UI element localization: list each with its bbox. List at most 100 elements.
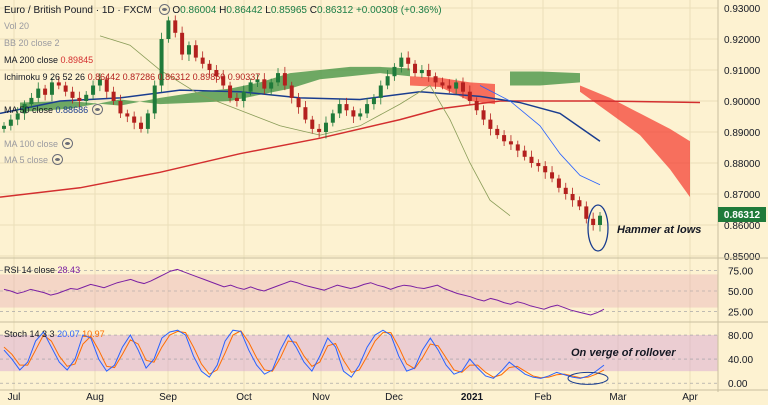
hammer-annotation: Hammer at lows (617, 224, 701, 236)
candle-body (22, 104, 27, 114)
x-tick-label: Feb (534, 392, 552, 403)
candle (173, 15, 178, 38)
candle (70, 86, 75, 104)
legend-vol[interactable]: Vol 20 (4, 21, 30, 31)
candle-body (598, 215, 602, 225)
candle-body (152, 85, 157, 114)
candle-body (139, 122, 144, 129)
candle (241, 85, 246, 108)
candle (180, 26, 185, 61)
candle-body (399, 57, 404, 67)
candle (49, 77, 54, 102)
y-tick-label: 0.89000 (724, 128, 761, 139)
candle (228, 81, 233, 103)
stoch-tick-label: 0.00 (728, 379, 748, 390)
stoch-k-line (3, 329, 605, 379)
candle-body (481, 110, 486, 120)
candle-body (276, 73, 281, 83)
close-label: C (309, 5, 318, 16)
legend-stoch[interactable]: Stoch 14 3 3 20.07 10.97 (4, 329, 105, 339)
legend-ma200[interactable]: MA 200 close 0.89845 (4, 55, 94, 65)
candle-body (70, 91, 75, 98)
candle (419, 65, 424, 78)
y-tick-label: 0.88000 (724, 159, 761, 170)
candle-body (570, 194, 575, 201)
candle (221, 70, 226, 90)
candle (104, 75, 109, 99)
candle-body (440, 82, 445, 86)
candle-body (228, 85, 233, 98)
candle (481, 105, 486, 126)
y-tick-label: 0.90000 (724, 97, 761, 108)
candle (371, 94, 376, 110)
legend-rsi[interactable]: RSI 14 close 28.43 (4, 265, 81, 275)
kumo-bullish (510, 71, 580, 86)
candle (488, 113, 493, 136)
candle-body (310, 119, 315, 129)
candle (255, 74, 260, 88)
candle-body (447, 85, 452, 89)
legend-ichimoku[interactable]: Ichimoku 9 26 52 26 0.86442 0.87286 0.86… (4, 72, 261, 82)
candle-body (460, 82, 465, 92)
legend-ma50[interactable]: MA 50 close 0.88686 (4, 104, 104, 115)
candle (365, 97, 370, 119)
chikou-line (99, 35, 511, 217)
candle (385, 70, 390, 90)
candle-body (563, 187, 568, 194)
candle-body (337, 104, 342, 114)
candle (289, 81, 294, 104)
legend-ma100[interactable]: MA 100 close (4, 138, 74, 149)
legend-bb[interactable]: BB 20 close 2 (4, 38, 60, 48)
candle-body (358, 113, 363, 117)
candle-body (529, 156, 534, 163)
symbol-title[interactable]: Euro / British Pound · 1D · FXCM (4, 5, 152, 16)
kijun-line (479, 85, 601, 186)
candle (303, 101, 308, 124)
candle-body (550, 172, 555, 179)
candle-body (365, 104, 370, 114)
candle (132, 111, 137, 130)
candle (563, 182, 568, 200)
candle (323, 116, 328, 139)
x-tick-label: Aug (86, 392, 104, 403)
candle-body (118, 101, 123, 114)
candle (399, 52, 404, 73)
visibility-icon[interactable] (92, 104, 104, 115)
visibility-icon[interactable] (158, 4, 170, 15)
candle (207, 60, 212, 76)
candle-body (97, 79, 102, 86)
candle-body (282, 73, 287, 86)
visibility-icon[interactable] (52, 154, 64, 165)
candle-body (317, 128, 322, 132)
candle-body (200, 57, 205, 64)
candle (406, 51, 411, 71)
candle (317, 123, 322, 138)
x-tick-label: Dec (385, 392, 403, 403)
candle-body (2, 125, 6, 129)
candle (296, 92, 301, 114)
candle (200, 51, 205, 69)
candle-body (515, 144, 520, 151)
candle (77, 91, 82, 108)
candle-body (234, 97, 239, 101)
price-badge (718, 207, 766, 222)
candle-body (15, 113, 20, 120)
candle-body (8, 119, 13, 126)
high-value: 0.86442 (226, 5, 263, 16)
candle (577, 196, 582, 211)
candle (392, 63, 397, 81)
y-tick-label: 0.87000 (724, 190, 761, 201)
candle-body (77, 97, 82, 101)
x-tick-label: Apr (682, 392, 698, 403)
candle (84, 91, 89, 105)
candle (426, 63, 431, 82)
candle-body (502, 135, 507, 142)
rsi-tick-label: 75.00 (728, 266, 753, 277)
visibility-icon[interactable] (62, 138, 74, 149)
x-tick-label: Sep (159, 392, 177, 403)
legend-ma5[interactable]: MA 5 close (4, 154, 64, 165)
candle-body (385, 76, 390, 86)
ichimoku-cloud (20, 66, 690, 198)
